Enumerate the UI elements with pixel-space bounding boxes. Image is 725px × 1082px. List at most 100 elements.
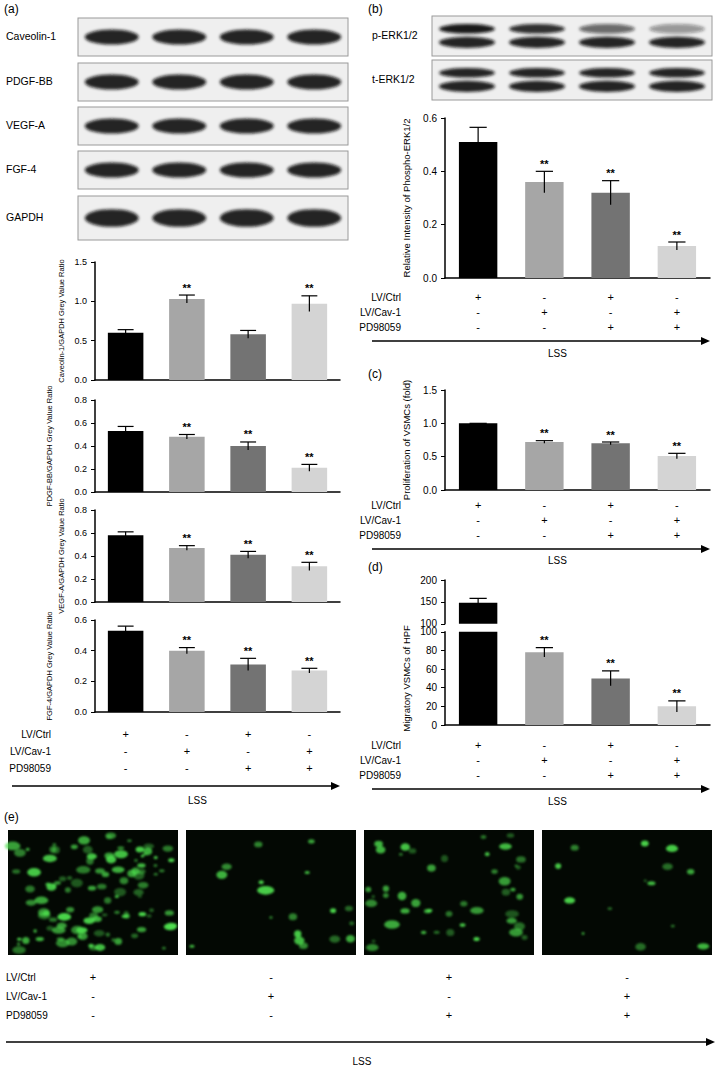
svg-text:**: ** [606, 167, 615, 179]
svg-text:0.2: 0.2 [74, 464, 87, 474]
svg-text:-: - [476, 754, 480, 766]
svg-text:-: - [543, 769, 547, 781]
svg-text:+: + [541, 306, 547, 318]
svg-text:-: - [308, 728, 312, 740]
svg-text:-: - [543, 739, 547, 751]
svg-text:LSS: LSS [548, 796, 567, 807]
svg-text:**: ** [244, 538, 253, 550]
svg-text:0.6: 0.6 [74, 418, 87, 428]
svg-text:VEGF-A: VEGF-A [6, 119, 45, 131]
svg-text:Relative Intensity of Phospho-: Relative Intensity of Phospho-ERK1/2 [401, 119, 412, 278]
svg-text:20: 20 [426, 701, 438, 712]
svg-text:0.8: 0.8 [74, 505, 87, 515]
svg-text:LSS: LSS [548, 555, 567, 566]
svg-text:+: + [306, 745, 312, 757]
svg-text:+: + [674, 529, 680, 541]
svg-text:+: + [475, 739, 481, 751]
svg-text:200: 200 [420, 575, 437, 586]
svg-text:VEGF-A/GAPDH Grey Value Ratio: VEGF-A/GAPDH Grey Value Ratio [57, 498, 66, 613]
svg-text:(e): (e) [4, 810, 19, 824]
svg-text:(b): (b) [368, 2, 383, 16]
svg-text:+: + [245, 728, 251, 740]
svg-text:+: + [475, 291, 481, 303]
svg-text:PD98059: PD98059 [6, 1010, 48, 1021]
svg-text:+: + [674, 769, 680, 781]
svg-text:LV/Cav-1: LV/Cav-1 [360, 307, 401, 318]
svg-text:-: - [609, 754, 613, 766]
svg-text:+: + [607, 291, 613, 303]
svg-text:(d): (d) [368, 560, 383, 574]
svg-text:1.0: 1.0 [423, 418, 437, 429]
svg-text:**: ** [183, 421, 192, 433]
svg-text:**: ** [540, 634, 549, 646]
svg-text:(c): (c) [368, 367, 382, 381]
svg-text:LSS: LSS [353, 1056, 372, 1067]
svg-text:t-ERK1/2: t-ERK1/2 [372, 73, 415, 85]
svg-text:**: ** [540, 158, 549, 170]
svg-text:-: - [91, 1009, 95, 1021]
svg-text:Migratory VSMCs of HPF: Migratory VSMCs of HPF [401, 625, 412, 732]
svg-text:0.5: 0.5 [423, 451, 437, 462]
svg-text:40: 40 [426, 682, 438, 693]
svg-text:-: - [476, 529, 480, 541]
svg-text:+: + [607, 321, 613, 333]
svg-text:Proliferation of VSMCs (fold): Proliferation of VSMCs (fold) [401, 380, 412, 500]
svg-text:-: - [543, 291, 547, 303]
svg-text:+: + [607, 769, 613, 781]
svg-text:PD98059: PD98059 [9, 763, 51, 774]
svg-text:-: - [543, 499, 547, 511]
svg-text:+: + [607, 529, 613, 541]
svg-text:PDGF-BB/GAPDH Grey Value Ratio: PDGF-BB/GAPDH Grey Value Ratio [45, 386, 54, 507]
svg-text:PD98059: PD98059 [359, 530, 401, 541]
svg-text:+: + [624, 1009, 630, 1021]
svg-text:0.2: 0.2 [74, 574, 87, 584]
svg-text:-: - [675, 739, 679, 751]
svg-text:+: + [446, 971, 452, 983]
svg-text:150: 150 [420, 596, 437, 607]
svg-text:LV/Ctrl: LV/Ctrl [371, 500, 401, 511]
svg-text:**: ** [183, 282, 192, 294]
svg-text:FGF-4/GAPDH Grey Value Ratio: FGF-4/GAPDH Grey Value Ratio [45, 611, 54, 720]
svg-text:100: 100 [420, 618, 437, 629]
svg-text:-: - [124, 745, 128, 757]
svg-text:0.0: 0.0 [74, 597, 87, 607]
svg-text:**: ** [673, 229, 682, 241]
svg-text:PD98059: PD98059 [359, 770, 401, 781]
svg-text:**: ** [305, 451, 314, 463]
svg-text:0.6: 0.6 [423, 113, 437, 124]
svg-text:LV/Cav-1: LV/Cav-1 [6, 991, 47, 1002]
svg-text:+: + [122, 728, 128, 740]
svg-text:+: + [245, 762, 251, 774]
svg-text:+: + [541, 754, 547, 766]
svg-text:-: - [625, 971, 629, 983]
svg-text:-: - [675, 291, 679, 303]
svg-text:1.5: 1.5 [423, 385, 437, 396]
svg-text:+: + [624, 990, 630, 1002]
svg-text:LV/Cav-1: LV/Cav-1 [360, 755, 401, 766]
svg-text:-: - [675, 499, 679, 511]
svg-text:1.0: 1.0 [74, 296, 87, 306]
svg-text:**: ** [183, 634, 192, 646]
svg-text:0.4: 0.4 [74, 646, 87, 656]
svg-text:0.6: 0.6 [74, 615, 87, 625]
svg-text:-: - [609, 514, 613, 526]
svg-text:0.0: 0.0 [423, 485, 437, 496]
svg-text:PDGF-BB: PDGF-BB [6, 75, 53, 87]
svg-text:**: ** [244, 428, 253, 440]
svg-text:-: - [246, 745, 250, 757]
svg-text:+: + [90, 971, 96, 983]
svg-text:**: ** [673, 687, 682, 699]
svg-text:0.4: 0.4 [74, 551, 87, 561]
svg-text:LSS: LSS [548, 348, 567, 359]
svg-text:-: - [476, 769, 480, 781]
svg-text:1.5: 1.5 [74, 257, 87, 267]
svg-text:**: ** [183, 532, 192, 544]
svg-text:0.2: 0.2 [74, 676, 87, 686]
svg-text:-: - [185, 728, 189, 740]
svg-text:-: - [269, 971, 273, 983]
svg-text:FGF-4: FGF-4 [6, 163, 36, 175]
svg-text:**: ** [244, 645, 253, 657]
svg-text:0.2: 0.2 [423, 219, 437, 230]
svg-text:-: - [543, 529, 547, 541]
svg-text:+: + [268, 990, 274, 1002]
